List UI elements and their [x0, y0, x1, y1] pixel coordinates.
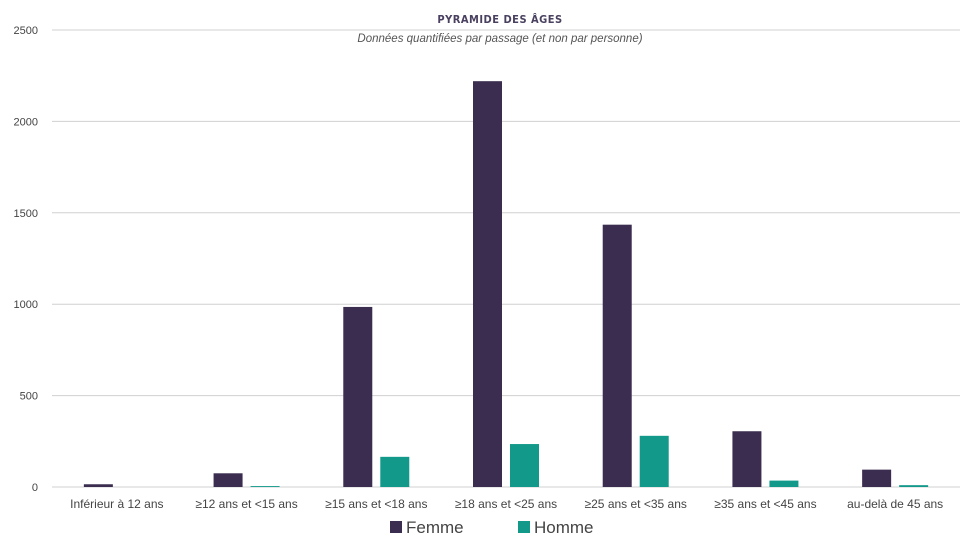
gridlines: [52, 29, 960, 488]
y-tick-label: 0: [32, 482, 38, 494]
legend-label-homme: Homme: [534, 518, 594, 537]
x-axis-ticks: Inférieur à 12 ans ≥12 ans et <15 ans ≥15 …: [70, 497, 943, 511]
bar-femme: [473, 81, 502, 488]
bar-homme: [899, 485, 929, 487]
legend-swatch-femme: [390, 521, 402, 533]
bars: [83, 81, 929, 488]
x-tick-label: au-delà de 45 ans: [847, 497, 943, 511]
legend-swatch-homme: [518, 521, 530, 533]
legend-label-femme: Femme: [406, 518, 464, 537]
bar-femme: [602, 224, 632, 487]
bar-homme: [769, 480, 799, 487]
y-tick-label: 2000: [14, 116, 38, 128]
bar-femme: [83, 484, 113, 487]
y-tick-label: 2500: [14, 25, 38, 37]
bar-femme: [732, 431, 762, 487]
x-tick-label: ≥12 ans et <15 ans: [195, 497, 297, 511]
x-tick-label: ≥18 ans et <25 ans: [455, 497, 557, 511]
y-tick-label: 500: [20, 391, 38, 403]
x-tick-label: ≥15 ans et <18 ans: [325, 497, 427, 511]
bar-homme: [380, 456, 410, 487]
x-tick-label: ≥25 ans et <35 ans: [585, 497, 687, 511]
bar-femme: [862, 469, 892, 487]
bar-homme: [639, 435, 669, 487]
x-tick-label: Inférieur à 12 ans: [70, 497, 163, 511]
chart-subtitle: Données quantifiées par passage (et non …: [357, 33, 642, 45]
x-tick-label: ≥35 ans et <45 ans: [714, 497, 816, 511]
bar-femme: [213, 473, 243, 487]
legend: Femme Homme: [390, 518, 594, 537]
bar-homme: [510, 444, 539, 487]
y-tick-label: 1000: [14, 299, 38, 311]
bar-femme: [343, 306, 373, 487]
y-tick-label: 1500: [14, 208, 38, 220]
bar-homme: [250, 486, 280, 487]
y-axis-ticks: 0 500 1000 1500 2000 2500: [14, 25, 38, 494]
chart-title: PYRAMIDE DES ÂGES: [437, 13, 562, 26]
